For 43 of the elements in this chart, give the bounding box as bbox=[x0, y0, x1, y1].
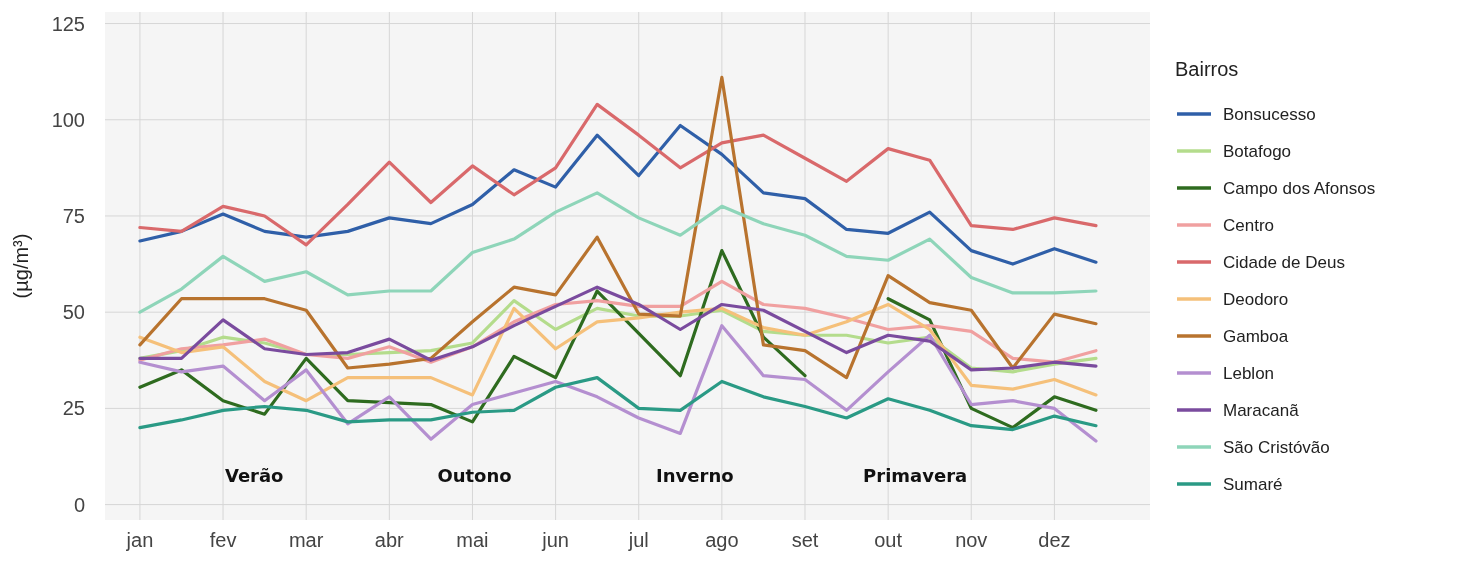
line-series bbox=[138, 376, 1098, 432]
x-tick-label: mar bbox=[288, 529, 324, 551]
legend-label: Gamboa bbox=[1223, 326, 1289, 346]
legend-label: Maracanã bbox=[1223, 400, 1300, 420]
line-series bbox=[138, 75, 1098, 380]
x-tick-label: mai bbox=[456, 529, 489, 551]
y-tick-label: 25 bbox=[62, 397, 85, 420]
line-series bbox=[138, 102, 1098, 247]
y-tick-label: 50 bbox=[62, 301, 85, 324]
legend-label: São Cristóvão bbox=[1223, 437, 1330, 457]
line-series bbox=[138, 123, 1098, 266]
line-series bbox=[138, 324, 1098, 443]
y-tick-label: 125 bbox=[51, 12, 85, 35]
x-tick-label: out bbox=[874, 529, 903, 551]
line-series bbox=[138, 191, 1098, 314]
legend-label: Leblon bbox=[1223, 363, 1275, 383]
annotation: Inverno bbox=[656, 465, 734, 486]
legend-label: Botafogo bbox=[1223, 141, 1292, 161]
x-tick-label: dez bbox=[1038, 529, 1071, 551]
x-tick-label: jun bbox=[541, 529, 569, 551]
x-tick-label: nov bbox=[955, 529, 988, 551]
y-tick-label: 75 bbox=[62, 204, 85, 227]
x-tick-label: abr bbox=[374, 529, 405, 551]
x-tick-label: set bbox=[791, 529, 819, 551]
x-tick-label: jul bbox=[627, 529, 649, 551]
legend-title: Bairros bbox=[1175, 58, 1239, 80]
x-tick-label: jan bbox=[125, 529, 154, 551]
annotation: Outono bbox=[437, 465, 512, 486]
y-tick-label: 100 bbox=[51, 108, 85, 131]
line-series bbox=[138, 285, 1098, 372]
annotation: Verão bbox=[224, 465, 284, 486]
legend-label: Cidade de Deus bbox=[1223, 252, 1345, 272]
legend-label: Sumaré bbox=[1223, 474, 1283, 494]
legend-label: Centro bbox=[1223, 215, 1275, 235]
legend-label: Campo dos Afonsos bbox=[1223, 178, 1376, 198]
legend-label: Deodoro bbox=[1223, 289, 1289, 309]
legend-label: Bonsucesso bbox=[1223, 104, 1316, 124]
y-axis-title: (µg/m³) bbox=[10, 233, 32, 299]
y-tick-label: 0 bbox=[73, 493, 85, 516]
x-tick-label: ago bbox=[705, 529, 739, 551]
annotation: Primavera bbox=[863, 465, 968, 486]
line-series bbox=[138, 302, 1098, 403]
x-tick-label: fev bbox=[209, 529, 237, 551]
